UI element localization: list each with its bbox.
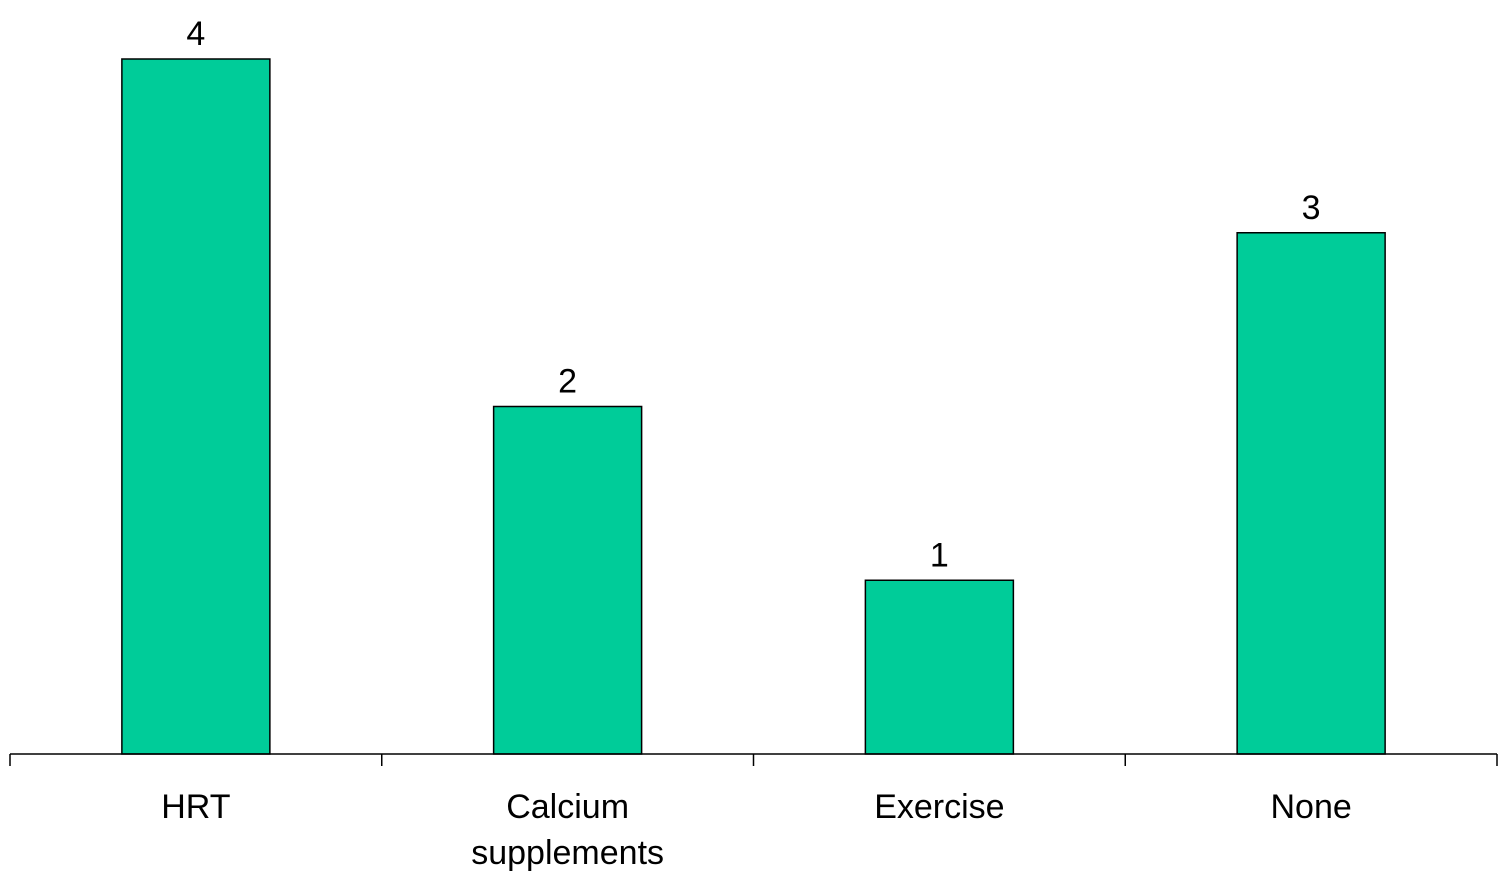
- bars-group: [121, 58, 1386, 755]
- tick-label-line: supplements: [471, 834, 664, 871]
- x-axis-ticks-group: [9, 754, 1498, 766]
- tick-label-2: Exercise: [874, 788, 1004, 826]
- bar-3: [1236, 232, 1386, 755]
- data-label-2: 1: [930, 536, 949, 574]
- data-label-1: 2: [558, 363, 577, 401]
- x-axis-tick-labels-group: HRT Calcium supplements Exercise None: [161, 788, 1352, 871]
- tick-label-line: Exercise: [874, 788, 1004, 826]
- bar-1: [492, 405, 643, 755]
- data-labels-group: 4 2 1 3: [186, 15, 1320, 574]
- tick-label-1: Calcium supplements: [471, 788, 664, 871]
- bar-2: [864, 579, 1015, 755]
- data-label-0: 4: [186, 15, 205, 53]
- tick-label-0: HRT: [161, 788, 230, 826]
- tick-label-3: None: [1270, 788, 1351, 826]
- tick-label-line: None: [1270, 788, 1351, 826]
- data-label-3: 3: [1302, 189, 1321, 227]
- tick-label-line: Calcium: [506, 788, 629, 826]
- bar-0: [121, 58, 271, 755]
- tick-label-line: HRT: [161, 788, 230, 826]
